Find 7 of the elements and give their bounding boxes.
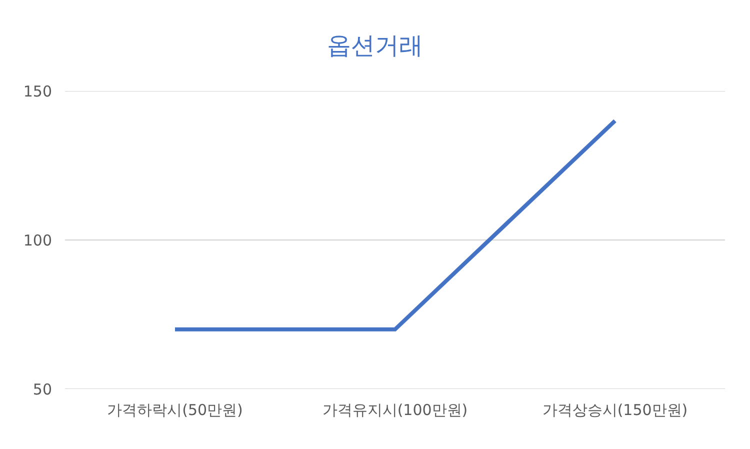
y-tick-label: 150 xyxy=(23,82,52,100)
chart-title: 옵션거래 xyxy=(327,31,423,60)
x-tick-label: 가격유지시(100만원) xyxy=(322,401,468,419)
y-tick-label: 100 xyxy=(23,231,52,250)
y-tick-label: 50 xyxy=(32,380,52,398)
x-tick-label: 가격하락시(50만원) xyxy=(107,401,243,419)
x-tick-label: 가격상승시(150만원) xyxy=(542,401,688,419)
